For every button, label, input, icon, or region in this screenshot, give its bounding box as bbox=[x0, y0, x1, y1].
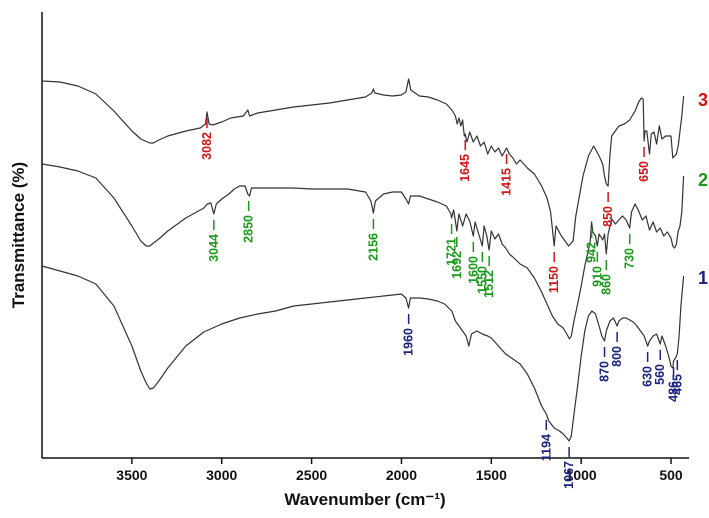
peak-label-1721: 1721 bbox=[445, 238, 459, 266]
peak-label-3044: 3044 bbox=[207, 234, 221, 262]
peak-label-730: 730 bbox=[623, 248, 637, 269]
peak-label-1415: 1415 bbox=[500, 168, 514, 196]
peak-label-800: 800 bbox=[610, 346, 624, 367]
x-tick-label: 2000 bbox=[386, 467, 417, 483]
peak-label-850: 850 bbox=[601, 206, 615, 227]
peak-label-630: 630 bbox=[641, 366, 655, 387]
peak-label-942: 942 bbox=[585, 242, 599, 263]
series-layer bbox=[41, 78, 685, 442]
peak-label-2156: 2156 bbox=[366, 233, 380, 261]
peak-label-560: 560 bbox=[653, 364, 667, 385]
series-line-1 bbox=[41, 265, 685, 442]
series-line-2 bbox=[41, 163, 685, 340]
peak-label-860: 860 bbox=[599, 274, 613, 295]
x-tick-label: 1500 bbox=[476, 467, 507, 483]
peak-label-2850: 2850 bbox=[242, 215, 256, 243]
peak-label-910: 910 bbox=[590, 266, 604, 287]
series-line-3 bbox=[41, 78, 685, 247]
peak-label-1150: 1150 bbox=[547, 266, 561, 293]
x-tick-label: 3000 bbox=[206, 467, 237, 483]
series-labels: 3 2 1 bbox=[698, 90, 708, 288]
peak-label-650: 650 bbox=[637, 161, 651, 182]
peak-label-870: 870 bbox=[598, 361, 612, 382]
peak-label-1960: 1960 bbox=[402, 328, 416, 356]
x-ticks: 3500 3000 2500 2000 1500 1000 500 bbox=[116, 458, 683, 483]
x-axis-title: Wavenumber (cm⁻¹) bbox=[284, 490, 445, 509]
peak-label-3082: 3082 bbox=[200, 132, 214, 160]
y-axis-title: Transmittance (%) bbox=[9, 162, 28, 308]
peak-label-1600: 1600 bbox=[466, 256, 480, 284]
x-tick-label: 2500 bbox=[296, 467, 327, 483]
x-tick-label: 3500 bbox=[116, 467, 147, 483]
x-tick-label: 500 bbox=[659, 467, 683, 483]
series-label-3: 3 bbox=[698, 90, 708, 110]
peak-label-1550: 1550 bbox=[475, 266, 489, 294]
series-label-1: 1 bbox=[698, 268, 708, 288]
peak-label-1512: 1512 bbox=[482, 270, 496, 298]
peak-label-486: 486 bbox=[667, 381, 681, 402]
x-tick-label: 1000 bbox=[566, 467, 597, 483]
peak-label-1645: 1645 bbox=[458, 154, 472, 182]
peak-label-1194: 1194 bbox=[539, 434, 553, 461]
peak-label-1067: 1067 bbox=[562, 461, 576, 489]
peak-label-1692: 1692 bbox=[450, 251, 464, 279]
peak-label-465: 465 bbox=[670, 374, 684, 395]
series-label-2: 2 bbox=[698, 170, 708, 190]
